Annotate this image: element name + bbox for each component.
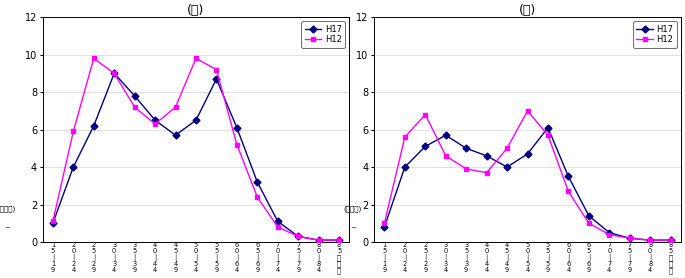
H12	[585, 222, 593, 225]
H12	[482, 171, 490, 174]
H12	[564, 190, 573, 193]
H17	[380, 225, 388, 229]
Title: (男): (男)	[188, 4, 205, 17]
H17	[421, 145, 429, 148]
H17	[90, 124, 98, 128]
H17	[544, 126, 552, 129]
Line: H17: H17	[51, 71, 342, 243]
H12	[90, 57, 98, 60]
H12	[667, 239, 675, 242]
H17	[294, 235, 302, 238]
Text: (一千人): (一千人)	[0, 205, 16, 212]
H12	[401, 135, 409, 139]
H17	[151, 118, 159, 122]
H12	[294, 235, 302, 238]
H17	[212, 77, 221, 81]
H17	[110, 72, 119, 75]
Legend: H17, H12: H17, H12	[301, 21, 345, 48]
H12	[523, 109, 532, 113]
H12	[646, 239, 654, 242]
H12	[605, 233, 613, 236]
H17	[253, 180, 262, 184]
H12	[69, 130, 77, 133]
H12	[273, 225, 282, 229]
H17	[131, 94, 139, 98]
Line: H12: H12	[382, 108, 673, 243]
H12	[212, 68, 221, 71]
H17	[523, 152, 532, 156]
H12	[171, 105, 179, 109]
H17	[605, 231, 613, 234]
H12	[544, 133, 552, 137]
H12	[49, 220, 57, 223]
H17	[462, 147, 471, 150]
H17	[314, 239, 323, 242]
H12	[233, 143, 241, 146]
H12	[110, 72, 119, 75]
H12	[462, 167, 471, 171]
Text: (一千人): (一千人)	[344, 205, 362, 212]
H17	[646, 239, 654, 242]
H17	[564, 175, 573, 178]
H12	[421, 113, 429, 116]
H12	[314, 239, 323, 242]
Title: (女): (女)	[519, 4, 536, 17]
H12	[442, 154, 450, 157]
Line: H17: H17	[382, 125, 673, 243]
H17	[273, 220, 282, 223]
H17	[171, 133, 179, 137]
H12	[192, 57, 200, 60]
H12	[253, 195, 262, 199]
H17	[503, 165, 511, 169]
H17	[585, 214, 593, 217]
H17	[335, 239, 343, 242]
H12	[151, 122, 159, 126]
H17	[442, 133, 450, 137]
Text: ~: ~	[350, 225, 356, 231]
H12	[335, 239, 343, 242]
H17	[49, 222, 57, 225]
H17	[625, 237, 634, 240]
H17	[667, 239, 675, 242]
H17	[401, 165, 409, 169]
H12	[625, 237, 634, 240]
Text: ~: ~	[4, 225, 10, 231]
Legend: H17, H12: H17, H12	[633, 21, 677, 48]
H17	[482, 154, 490, 157]
H17	[192, 118, 200, 122]
H12	[503, 147, 511, 150]
H17	[69, 165, 77, 169]
H17	[233, 126, 241, 129]
Line: H12: H12	[51, 56, 342, 243]
H12	[131, 105, 139, 109]
H12	[380, 222, 388, 225]
